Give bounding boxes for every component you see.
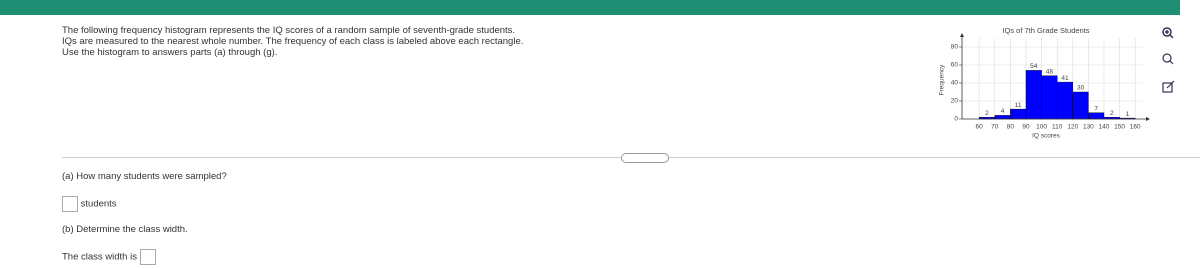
intro-line: Use the histogram to answers parts (a) t…	[62, 47, 278, 58]
bar	[1025, 70, 1042, 120]
y-tick-label: 40	[951, 80, 959, 87]
data-label: 41	[1061, 75, 1069, 82]
answer-input[interactable]	[139, 249, 156, 265]
y-tick-label: 60	[951, 62, 959, 69]
zoom-out-icon[interactable]	[1162, 53, 1174, 65]
data-label: 11	[1015, 102, 1022, 109]
x-tick-label: 120	[1067, 124, 1078, 131]
data-label: 7	[1094, 105, 1098, 112]
x-tick-label: 80	[1007, 124, 1015, 131]
intro-line: The following frequency histogram repres…	[62, 25, 516, 36]
intro: The following frequency histogram repres…	[62, 25, 523, 58]
x-tick-label: 150	[1114, 124, 1125, 131]
data-label: 4	[1001, 108, 1005, 115]
y-tick-label: 20	[951, 98, 959, 105]
part-b-prompt: (b) Determine the class width.	[62, 224, 188, 235]
bar	[1056, 81, 1073, 120]
chart-title: IQs of 7th Grade Students	[1002, 26, 1089, 35]
x-tick-label: 70	[991, 124, 999, 131]
part-a-prompt: (a) How many students were sampled?	[62, 171, 227, 182]
x-tick-label: 110	[1052, 124, 1063, 131]
data-label: 1	[1126, 111, 1130, 118]
data-label: 30	[1077, 85, 1085, 92]
data-label: 54	[1030, 63, 1038, 70]
data-label: 48	[1046, 69, 1054, 76]
answer-prefix: The class width is	[62, 251, 137, 263]
data-label: 2	[1110, 110, 1114, 117]
x-tick-label: 130	[1083, 124, 1094, 131]
part-a-answer: students	[62, 196, 117, 212]
bar	[1072, 91, 1089, 120]
expand-handle[interactable]	[621, 153, 669, 163]
data-label: 2	[985, 110, 989, 117]
x-axis-arrow	[1146, 117, 1150, 121]
bar	[1010, 108, 1027, 120]
intro-line: IQs are measured to the nearest whole nu…	[62, 36, 524, 47]
y-axis-label: Frequency	[939, 64, 946, 95]
x-tick-label: 100	[1036, 124, 1047, 131]
zoom-in-icon[interactable]	[1162, 27, 1174, 39]
y-tick-label: 80	[951, 44, 959, 51]
part-b-answer: The class width is	[62, 249, 156, 265]
bar	[1041, 75, 1058, 120]
bar	[1088, 112, 1105, 120]
y-axis-arrow	[960, 33, 964, 37]
x-tick-label: 160	[1130, 124, 1141, 131]
x-tick-label: 140	[1099, 124, 1110, 131]
open-external-icon[interactable]	[1162, 80, 1175, 93]
bar	[994, 115, 1011, 120]
answer-input[interactable]	[62, 196, 78, 212]
y-tick-label: 0	[954, 116, 958, 123]
top-bar	[0, 0, 1180, 15]
x-tick-label: 90	[1022, 124, 1030, 131]
answer-suffix: students	[80, 198, 117, 210]
x-tick-label: 60	[976, 124, 984, 131]
x-axis-label: IQ scores	[1032, 133, 1061, 140]
